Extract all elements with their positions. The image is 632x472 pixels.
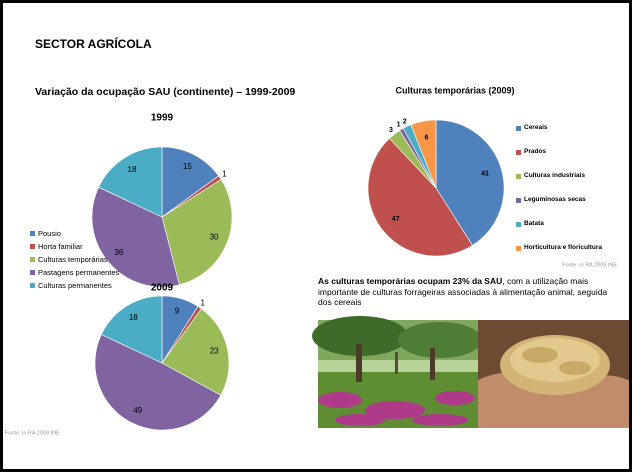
legend-label: Pousio — [38, 229, 61, 238]
legend-item: Horta familiar — [30, 242, 140, 251]
pie-slice — [367, 138, 473, 257]
legend-item: Culturas temporárias — [30, 255, 140, 264]
pie-slice — [161, 146, 220, 218]
data-label: 1 — [222, 170, 227, 179]
data-label: 49 — [133, 406, 142, 415]
section-title: Variação da ocupação SAU (continente) – … — [35, 86, 295, 98]
pie-slice — [94, 334, 222, 431]
pie-slice — [161, 179, 233, 286]
description: As culturas temporárias ocupam 23% da SA… — [318, 276, 623, 308]
data-label: 2 — [403, 118, 407, 125]
data-label: 6 — [424, 135, 428, 142]
data-label: 15 — [183, 162, 192, 171]
data-label: 47 — [392, 216, 400, 223]
legend-label: Culturas permanentes — [38, 281, 112, 290]
legend-item: Horticultura e floricultura — [516, 244, 616, 252]
legend-label: Batata — [524, 220, 544, 227]
legend-label: Culturas industriais — [524, 172, 586, 179]
legend-swatch — [516, 198, 521, 203]
source-note: Fonte: in RA 2009 INE — [562, 262, 617, 268]
data-label: 1 — [397, 122, 401, 129]
chart-title: 2009 — [151, 283, 174, 294]
legend-item: Leguminosas secas — [516, 196, 616, 204]
pie-slice — [435, 119, 505, 246]
photo-meadow — [312, 316, 482, 428]
legend-label: Culturas temporárias — [38, 255, 108, 264]
legend-item: Batata — [516, 220, 616, 228]
data-label: 18 — [129, 313, 138, 322]
data-label: 1 — [200, 298, 205, 307]
legend-swatch — [516, 150, 521, 155]
legend-label: Cereais — [524, 124, 548, 131]
legend-item: Culturas industriais — [516, 172, 616, 180]
description-bold: As culturas temporárias ocupam 23% da SA… — [318, 276, 503, 286]
legend-swatch — [516, 246, 521, 251]
legend-swatch — [516, 126, 521, 131]
data-label: 41 — [481, 171, 489, 178]
pie-slice — [98, 146, 163, 218]
data-label: 9 — [175, 307, 180, 316]
data-label: 23 — [210, 346, 219, 355]
legend-label: Horta familiar — [38, 242, 83, 251]
legend-label: Leguminosas secas — [524, 196, 586, 203]
data-label: 3 — [389, 127, 393, 134]
legend-item: Culturas permanentes — [30, 281, 140, 290]
legend-swatch — [30, 244, 35, 249]
legend-swatch — [30, 257, 35, 262]
legend-item: Cereais — [516, 124, 616, 132]
legend-item: Pastagens permanentes — [30, 268, 140, 277]
legend-swatch — [30, 270, 35, 275]
legend-swatch — [30, 231, 35, 236]
legend-label: Pastagens permanentes — [38, 268, 120, 277]
legend-label: Prados — [524, 148, 547, 155]
legend-swatch — [516, 222, 521, 227]
legend-label: Horticultura e floricultura — [524, 244, 603, 251]
pie-slice — [410, 119, 437, 189]
photo-grain — [478, 320, 629, 428]
data-label: 36 — [114, 248, 123, 257]
chart-title: Culturas temporárias (2009) — [395, 85, 514, 95]
source-note: Fonte: in RA 2009 INE — [5, 430, 60, 436]
pie-slice — [91, 186, 180, 288]
data-label: 18 — [128, 165, 137, 174]
legend-item: Prados — [516, 148, 616, 156]
chart-title: 1999 — [151, 113, 174, 124]
legend-swatch — [516, 174, 521, 179]
pie-slice — [100, 295, 163, 364]
legend-swatch — [30, 283, 35, 288]
pie-slice — [161, 308, 230, 396]
slide-title: SECTOR AGRÍCOLA — [35, 36, 152, 51]
legend-item: Pousio — [30, 229, 140, 238]
description-text: , com a utilização mais importante de cu… — [318, 276, 608, 307]
data-label: 30 — [210, 233, 219, 242]
